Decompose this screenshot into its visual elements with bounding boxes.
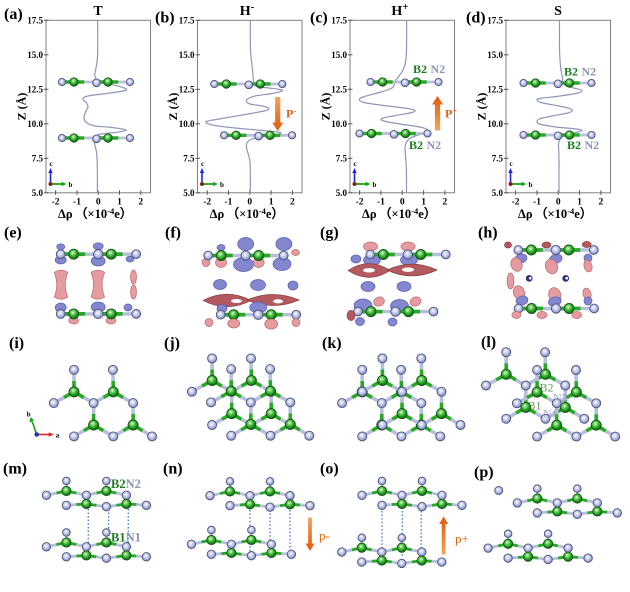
svg-text:(i): (i): [9, 335, 24, 352]
svg-text:0: 0: [556, 197, 561, 207]
svg-text:B2N2: B2N2: [111, 477, 141, 491]
svg-text:(e): (e): [4, 225, 22, 242]
svg-text:B1: B1: [528, 399, 542, 413]
svg-text:17.5: 17.5: [179, 16, 195, 26]
svg-text:-2: -2: [356, 197, 364, 207]
svg-text:p-: p-: [319, 528, 330, 543]
svg-text:(b): (b): [155, 10, 175, 27]
svg-text:2: 2: [138, 197, 143, 207]
svg-text:S: S: [554, 4, 562, 19]
svg-text:5.0: 5.0: [492, 188, 504, 198]
svg-text:1: 1: [577, 197, 582, 207]
svg-text:b: b: [220, 181, 224, 189]
svg-text:10.0: 10.0: [179, 119, 195, 129]
svg-text:(n): (n): [163, 461, 183, 478]
svg-text:(f): (f): [165, 225, 181, 242]
svg-text:10.0: 10.0: [27, 119, 43, 129]
svg-text:(a): (a): [4, 6, 23, 23]
svg-text:17.5: 17.5: [27, 16, 43, 26]
svg-text:N2: N2: [553, 391, 568, 405]
svg-text:c: c: [510, 160, 513, 168]
svg-text:N2: N2: [431, 62, 446, 76]
svg-text:0: 0: [96, 197, 101, 207]
svg-text:15.0: 15.0: [487, 50, 503, 60]
svg-text:1: 1: [421, 197, 426, 207]
svg-text:c: c: [354, 160, 357, 168]
svg-text:N2: N2: [582, 65, 597, 79]
svg-text:T: T: [93, 4, 103, 19]
svg-text:12.5: 12.5: [179, 85, 195, 95]
svg-text:N1: N1: [543, 407, 558, 421]
svg-text:15.0: 15.0: [331, 50, 347, 60]
svg-text:b: b: [373, 181, 377, 189]
svg-text:12.5: 12.5: [331, 85, 347, 95]
svg-text:B2: B2: [409, 138, 423, 152]
svg-text:Δρ （×10-4e）: Δρ （×10-4e）: [210, 206, 284, 221]
svg-text:B2: B2: [567, 138, 581, 152]
svg-text:2: 2: [443, 197, 448, 207]
svg-text:c: c: [50, 160, 53, 168]
svg-text:(p): (p): [474, 464, 494, 481]
svg-text:12.5: 12.5: [487, 85, 503, 95]
svg-text:(l): (l): [481, 334, 496, 351]
svg-text:5.0: 5.0: [32, 188, 44, 198]
svg-text:b: b: [69, 181, 73, 189]
svg-text:15.0: 15.0: [27, 50, 43, 60]
svg-text:10.0: 10.0: [331, 119, 347, 129]
svg-text:B2: B2: [564, 65, 578, 79]
svg-text:2: 2: [290, 197, 295, 207]
svg-text:(j): (j): [164, 335, 180, 352]
svg-text:7.5: 7.5: [492, 154, 504, 164]
svg-text:-1: -1: [377, 197, 385, 207]
svg-text:Z (Å): Z (Å): [319, 93, 333, 121]
svg-text:-1: -1: [533, 197, 541, 207]
svg-text:(c): (c): [310, 10, 328, 27]
svg-text:N2: N2: [585, 138, 600, 152]
svg-text:B1N1: B1N1: [111, 531, 141, 545]
svg-text:B2: B2: [413, 62, 427, 76]
svg-text:Δρ （×10-4e）: Δρ （×10-4e）: [362, 206, 436, 221]
svg-text:5.0: 5.0: [183, 188, 195, 198]
svg-text:-2: -2: [203, 197, 211, 207]
svg-text:b: b: [27, 411, 31, 419]
svg-text:c: c: [201, 160, 204, 168]
svg-text:7.5: 7.5: [183, 154, 195, 164]
svg-text:b: b: [529, 181, 533, 189]
svg-text:-1: -1: [224, 197, 232, 207]
svg-text:(h): (h): [478, 225, 498, 242]
svg-text:1: 1: [117, 197, 122, 207]
svg-text:-1: -1: [73, 197, 81, 207]
svg-text:Z (Å): Z (Å): [15, 93, 29, 121]
svg-text:0: 0: [400, 197, 405, 207]
svg-text:5.0: 5.0: [336, 188, 348, 198]
svg-text:-2: -2: [512, 197, 520, 207]
svg-text:Δρ （×10-4e）: Δρ （×10-4e）: [58, 206, 132, 221]
svg-text:(k): (k): [322, 335, 342, 352]
svg-text:17.5: 17.5: [487, 16, 503, 26]
svg-text:17.5: 17.5: [331, 16, 347, 26]
svg-text:0: 0: [247, 197, 252, 207]
svg-text:(d): (d): [466, 10, 486, 27]
svg-text:B2: B2: [540, 381, 554, 395]
svg-text:10.0: 10.0: [487, 119, 503, 129]
svg-text:-2: -2: [52, 197, 60, 207]
svg-text:7.5: 7.5: [32, 154, 44, 164]
svg-text:Δρ （×10-4e）: Δρ （×10-4e）: [518, 206, 592, 221]
svg-text:12.5: 12.5: [27, 85, 43, 95]
svg-text:a: a: [56, 432, 60, 440]
svg-text:(m): (m): [3, 461, 27, 478]
svg-text:(o): (o): [320, 461, 339, 478]
svg-text:1: 1: [269, 197, 274, 207]
svg-text:p+: p+: [455, 531, 469, 546]
svg-text:15.0: 15.0: [179, 50, 195, 60]
svg-text:Z (Å): Z (Å): [475, 93, 489, 121]
svg-text:N2: N2: [427, 138, 442, 152]
svg-text:2: 2: [599, 197, 604, 207]
svg-text:(g): (g): [320, 225, 339, 242]
svg-text:7.5: 7.5: [336, 154, 348, 164]
svg-text:Z (Å): Z (Å): [166, 93, 180, 121]
